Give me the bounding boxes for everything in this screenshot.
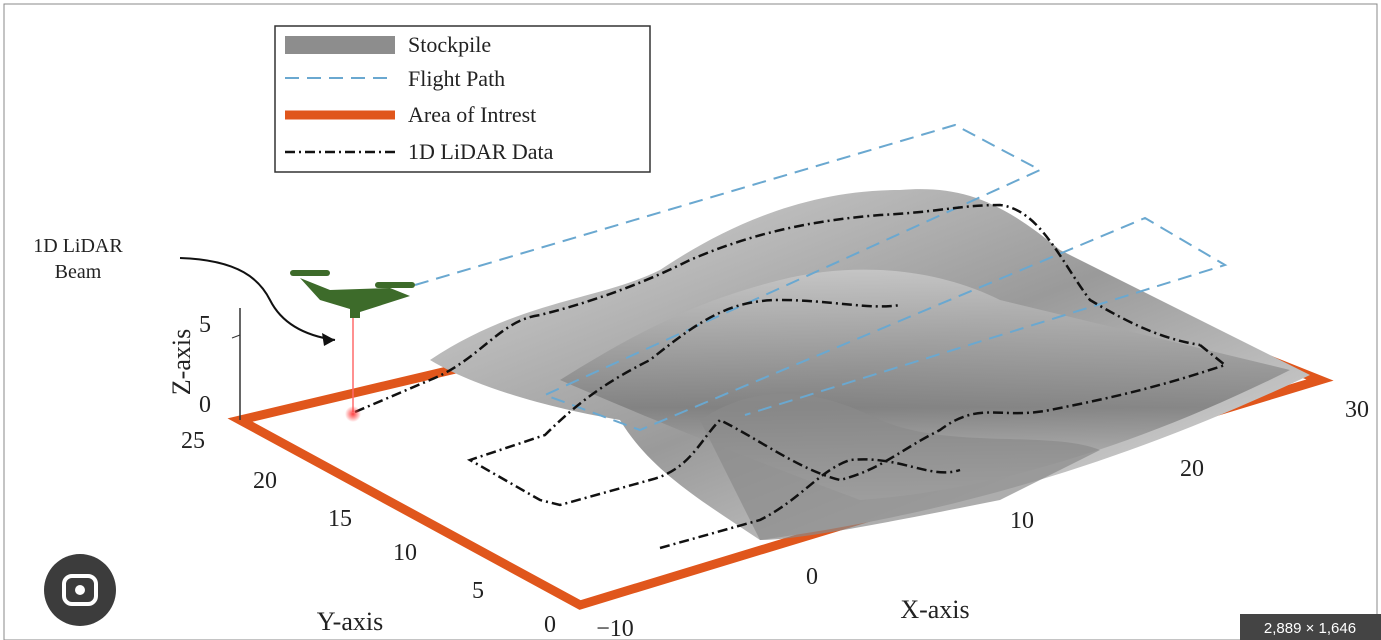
x-tick-label: 20 — [1180, 456, 1204, 482]
x-tick-label: −10 — [596, 616, 634, 640]
legend-label: Stockpile — [408, 32, 491, 57]
stockpile-ridge — [700, 393, 1100, 540]
y-tick-label: 0 — [544, 612, 556, 638]
z-tick-label: 0 — [199, 392, 211, 418]
lens-icon — [75, 585, 85, 595]
annotation: Beam — [55, 261, 102, 283]
z-tick-label: 5 — [199, 312, 211, 338]
y-tick-label: 15 — [328, 506, 352, 532]
legend-label: Area of Intrest — [408, 102, 536, 127]
y-tick-label: 20 — [253, 468, 277, 494]
image-size: 2,889 × 1,646 — [1264, 620, 1356, 637]
annotation: 1D LiDAR — [33, 235, 123, 257]
x-tick-label: 30 — [1345, 397, 1369, 423]
size-badge — [1240, 614, 1381, 640]
x-axis-title: X-axis — [900, 595, 969, 624]
flight-path — [414, 123, 1228, 432]
frame — [3, 3, 1378, 640]
y-tick-label: 5 — [472, 578, 484, 604]
x-tick-label: 0 — [806, 564, 818, 590]
arrow-head — [322, 333, 335, 346]
x-tick-label: 10 — [1010, 508, 1034, 534]
lidar-data — [354, 203, 1228, 550]
legend-swatch — [285, 36, 395, 54]
z-tick — [231, 334, 241, 339]
annotation-arrow — [179, 257, 336, 341]
legend-label: Flight Path — [408, 66, 505, 91]
y-tick-label: 25 — [181, 428, 205, 454]
y-tick-label: 10 — [393, 540, 417, 566]
y-axis-title: Y-axis — [317, 607, 383, 636]
drone — [290, 270, 415, 318]
z-axis-title: Z-axis — [167, 329, 196, 395]
lens-icon — [62, 574, 98, 606]
beam-spot — [345, 406, 361, 422]
legend-label: 1D LiDAR Data — [408, 139, 554, 164]
